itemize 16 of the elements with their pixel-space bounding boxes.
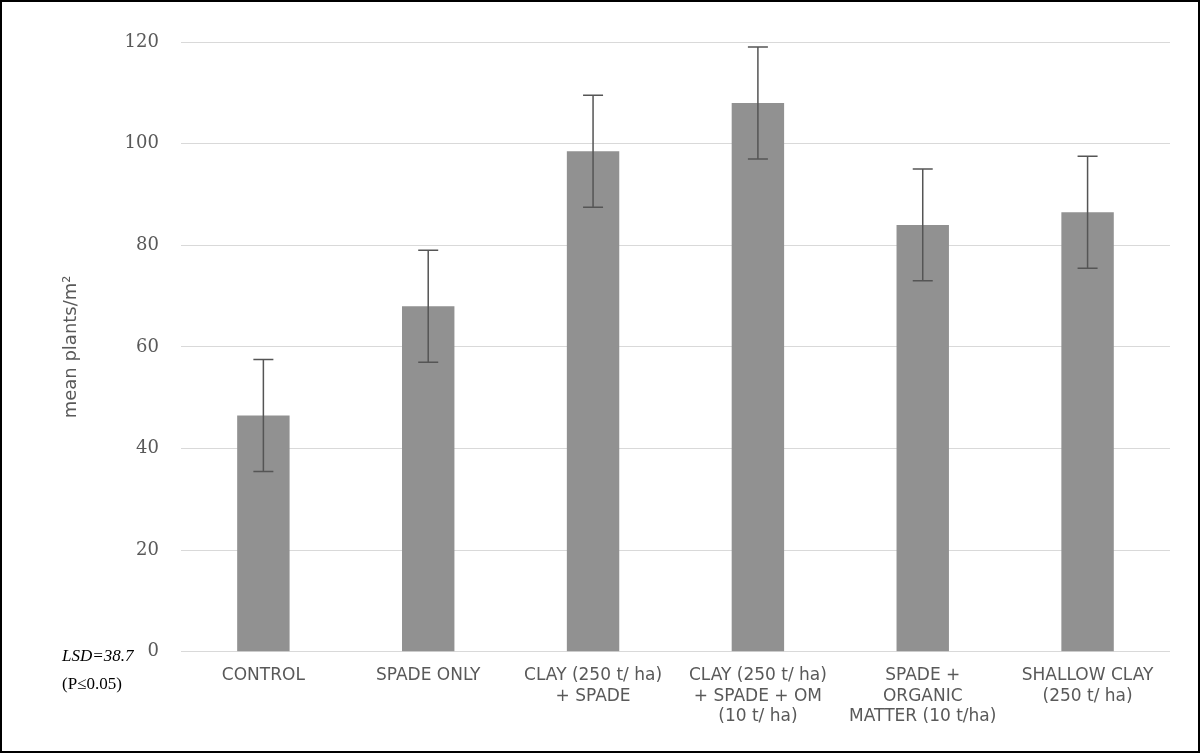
x-tick-label: SPADE + ORGANIC MATTER (10 t/ha)	[849, 664, 997, 726]
x-tick-label: CONTROL	[221, 664, 306, 685]
y-axis-title: mean plants/m²	[59, 275, 81, 419]
x-tick-label: SPADE ONLY	[375, 664, 482, 685]
y-tick-label: 80	[136, 232, 159, 254]
x-tick-label: SHALLOW CLAY (250 t/ ha)	[1021, 664, 1154, 705]
y-tick-label: 0	[147, 639, 159, 661]
y-tick-label: 20	[136, 537, 159, 559]
x-tick-label: CLAY (250 t/ ha) + SPADE	[524, 664, 663, 705]
y-tick-label: 60	[136, 334, 159, 356]
text: LSD=38.7	[62, 645, 134, 667]
y-tick-label: 40	[136, 436, 159, 458]
x-tick-label: CLAY (250 t/ ha) + SPADE + OM (10 t/ ha)	[688, 664, 827, 726]
y-tick-label: 100	[124, 131, 159, 153]
text: (P≤0.05)	[62, 673, 123, 695]
y-tick-label: 120	[124, 29, 159, 51]
